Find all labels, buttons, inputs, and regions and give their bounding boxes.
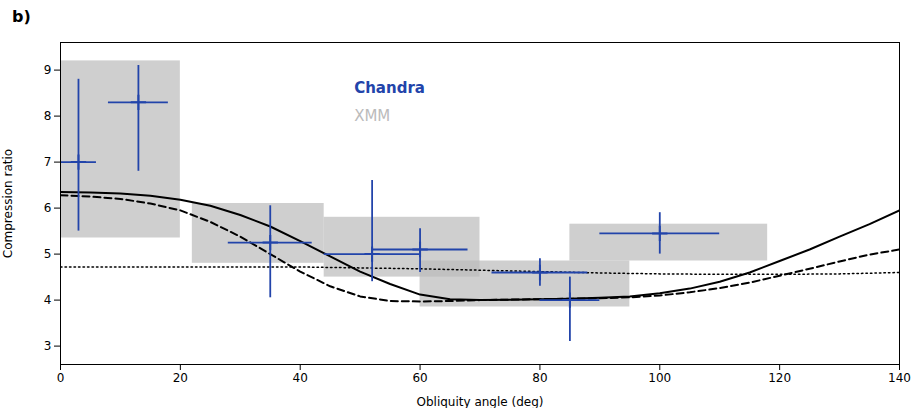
- svg-text:3: 3: [44, 339, 52, 353]
- svg-text:40: 40: [293, 371, 308, 385]
- svg-text:80: 80: [532, 371, 547, 385]
- svg-text:5: 5: [44, 247, 52, 261]
- svg-text:60: 60: [412, 371, 427, 385]
- svg-text:8: 8: [44, 109, 52, 123]
- svg-text:7: 7: [44, 155, 52, 169]
- svg-text:Obliquity angle (deg): Obliquity angle (deg): [417, 395, 544, 409]
- svg-text:120: 120: [768, 371, 791, 385]
- svg-text:0: 0: [57, 371, 65, 385]
- svg-text:XMM: XMM: [354, 107, 390, 125]
- svg-text:4: 4: [44, 293, 52, 307]
- html-text:b): b): [12, 7, 31, 26]
- svg-text:9: 9: [44, 63, 52, 77]
- svg-text:20: 20: [173, 371, 188, 385]
- svg-text:140: 140: [888, 371, 911, 385]
- svg-text:6: 6: [44, 201, 52, 215]
- svg-text:Chandra: Chandra: [354, 79, 425, 97]
- svg-text:100: 100: [648, 371, 671, 385]
- svg-text:Compression ratio: Compression ratio: [1, 149, 15, 258]
